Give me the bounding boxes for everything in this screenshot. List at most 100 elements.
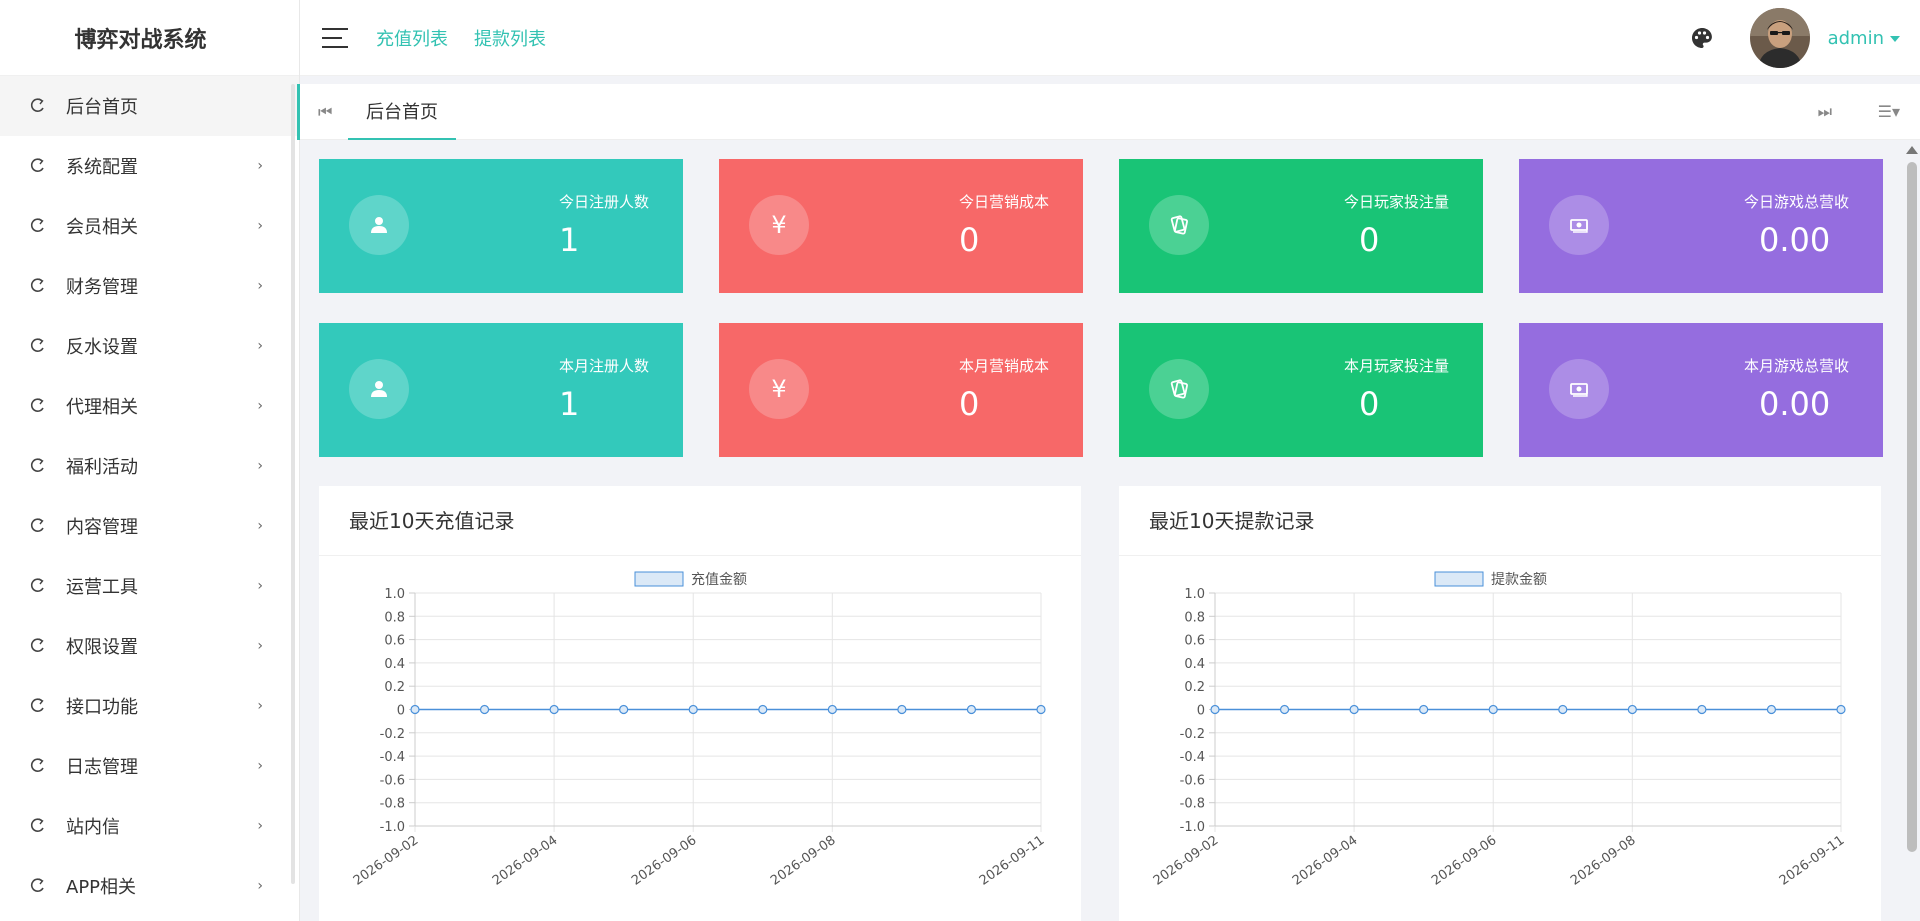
circle-arrow-icon bbox=[28, 876, 48, 896]
sidebar-item[interactable]: 会员相关 › bbox=[0, 196, 299, 256]
circle-arrow-icon bbox=[28, 336, 48, 356]
circle-arrow-icon bbox=[28, 516, 48, 536]
withdraw-line-chart: 提款金额 1.0 0.8 0.6 0.4 0.2 0 -0.2 -0.4 -0.6 -0.8 -1.0… bbox=[1151, 571, 1848, 889]
x-tick-label: 2026-09-11 bbox=[1777, 833, 1848, 889]
avatar[interactable] bbox=[1749, 8, 1810, 68]
tab-bar: ⏮ 后台首页 ⏭ ☰▾ bbox=[297, 84, 1920, 140]
sidebar-item[interactable]: 日志管理 › bbox=[0, 736, 299, 796]
data-point bbox=[1697, 704, 1707, 715]
scrollbar-thumb[interactable] bbox=[1907, 162, 1917, 852]
sidebar-item[interactable]: 运营工具 › bbox=[0, 556, 299, 616]
y-tick-label: -0.4 bbox=[1180, 750, 1205, 765]
data-point bbox=[758, 704, 768, 715]
y-tick-label: 0.8 bbox=[384, 610, 405, 625]
data-point bbox=[410, 704, 420, 715]
stat-value: 0 bbox=[1359, 385, 1380, 423]
top-link-recharge-list[interactable]: 充值列表 bbox=[376, 28, 448, 50]
sidebar-scrollbar[interactable] bbox=[291, 84, 295, 884]
data-point bbox=[1349, 704, 1359, 715]
menu-toggle-icon[interactable] bbox=[322, 27, 348, 48]
sidebar-item[interactable]: 系统配置 › bbox=[0, 136, 299, 196]
y-tick-label: 0.4 bbox=[1184, 657, 1205, 672]
circle-arrow-icon bbox=[28, 756, 48, 776]
cards-icon bbox=[1149, 195, 1209, 255]
y-tick-label: 0.6 bbox=[1184, 634, 1205, 649]
sidebar-item-label: 会员相关 bbox=[66, 217, 138, 238]
yen-icon: ¥ bbox=[749, 359, 809, 419]
stat-card: ¥ 今日营销成本 0 bbox=[719, 159, 1083, 293]
sidebar-item-label: 福利活动 bbox=[66, 457, 138, 478]
y-tick-label: -0.8 bbox=[380, 797, 405, 812]
y-tick-label: 0 bbox=[397, 704, 405, 719]
data-point bbox=[549, 704, 559, 715]
data-point bbox=[619, 704, 629, 715]
y-tick-label: 0 bbox=[1197, 704, 1205, 719]
data-point bbox=[1210, 704, 1220, 715]
sidebar-item-label: 内容管理 bbox=[66, 517, 138, 538]
cash-icon bbox=[1549, 359, 1609, 419]
data-point bbox=[1627, 704, 1637, 715]
legend-swatch bbox=[1434, 571, 1484, 587]
data-point bbox=[966, 704, 977, 715]
stat-card: 今日玩家投注量 0 bbox=[1119, 159, 1483, 293]
data-point bbox=[1488, 704, 1498, 715]
chevron-right-icon: › bbox=[257, 578, 263, 594]
stat-label: 今日游戏总营收 bbox=[1743, 193, 1849, 211]
palette-icon[interactable] bbox=[1690, 26, 1714, 50]
stat-value: 1 bbox=[559, 385, 580, 423]
legend-swatch bbox=[634, 571, 684, 587]
sidebar-item[interactable]: APP相关 › bbox=[0, 856, 299, 916]
x-tick-label: 2026-09-06 bbox=[1429, 833, 1500, 889]
sidebar-item[interactable]: 反水设置 › bbox=[0, 316, 299, 376]
header-right: admin bbox=[1690, 0, 1900, 76]
sidebar-item[interactable]: 福利活动 › bbox=[0, 436, 299, 496]
y-tick-label: -0.4 bbox=[380, 750, 405, 765]
panel-title: 最近10天提款记录 bbox=[1119, 486, 1881, 556]
tab-bar-accent bbox=[297, 84, 300, 140]
data-point bbox=[479, 704, 490, 715]
chevron-right-icon: › bbox=[257, 698, 263, 714]
scroll-up-icon[interactable] bbox=[1906, 146, 1918, 154]
sidebar-item[interactable]: 站内信 › bbox=[0, 796, 299, 856]
y-tick-label: 0.2 bbox=[384, 680, 405, 695]
stat-card: 今日游戏总营收 0.00 bbox=[1519, 159, 1883, 293]
chevron-right-icon: › bbox=[257, 878, 263, 894]
data-point bbox=[1279, 704, 1290, 715]
sidebar-item[interactable]: 代理相关 › bbox=[0, 376, 299, 436]
stat-card: 今日注册人数 1 bbox=[319, 159, 683, 293]
tab-home[interactable]: 后台首页 bbox=[348, 84, 456, 140]
sidebar-item[interactable]: 后台首页 bbox=[0, 76, 299, 136]
tab-menu-icon[interactable]: ☰▾ bbox=[1877, 102, 1900, 121]
tab-scroll-right-icon[interactable]: ⏭ bbox=[1817, 102, 1832, 121]
stat-value: 0.00 bbox=[1759, 221, 1831, 259]
x-tick-label: 2026-09-04 bbox=[490, 833, 561, 889]
sidebar-item[interactable]: 权限设置 › bbox=[0, 616, 299, 676]
user-menu[interactable]: admin bbox=[1828, 28, 1900, 49]
circle-arrow-icon bbox=[28, 456, 48, 476]
data-point bbox=[897, 704, 907, 715]
stat-label: 本月玩家投注量 bbox=[1343, 357, 1449, 375]
circle-arrow-icon bbox=[28, 636, 48, 656]
chevron-right-icon: › bbox=[257, 818, 263, 834]
stat-value: 0 bbox=[959, 385, 980, 423]
tab-scroll-left-icon[interactable]: ⏮ bbox=[318, 102, 333, 121]
chevron-down-icon bbox=[1890, 35, 1900, 42]
stat-value: 1 bbox=[559, 221, 580, 259]
stat-value: 0 bbox=[959, 221, 980, 259]
panel-title: 最近10天充值记录 bbox=[319, 486, 1081, 556]
circle-arrow-icon bbox=[28, 576, 48, 596]
chevron-right-icon: › bbox=[257, 398, 263, 414]
data-point bbox=[1836, 704, 1846, 715]
y-tick-label: -0.2 bbox=[1180, 727, 1205, 742]
sidebar-item-label: 运营工具 bbox=[66, 577, 138, 598]
chevron-right-icon: › bbox=[257, 278, 263, 294]
stat-label: 今日注册人数 bbox=[558, 193, 649, 211]
sidebar-item[interactable]: 内容管理 › bbox=[0, 496, 299, 556]
top-link-withdraw-list[interactable]: 提款列表 bbox=[474, 28, 546, 50]
page-scrollbar[interactable] bbox=[1906, 146, 1918, 921]
sidebar-item[interactable]: 接口功能 › bbox=[0, 676, 299, 736]
yen-icon: ¥ bbox=[749, 195, 809, 255]
circle-arrow-icon bbox=[28, 216, 48, 236]
sidebar-item[interactable]: 财务管理 › bbox=[0, 256, 299, 316]
circle-arrow-icon bbox=[28, 156, 48, 176]
